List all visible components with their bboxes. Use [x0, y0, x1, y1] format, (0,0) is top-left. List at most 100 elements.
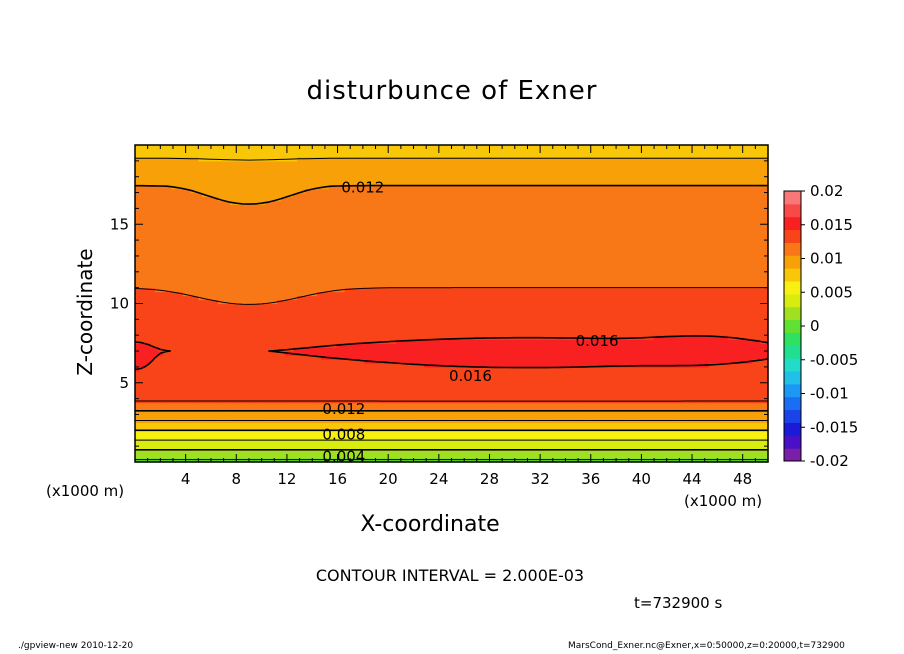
- field-cell: [135, 267, 140, 273]
- field-cell: [245, 331, 251, 336]
- field-cell: [194, 307, 199, 313]
- field-cell: [210, 378, 215, 384]
- field-cell: [186, 295, 191, 301]
- field-cell: [214, 406, 219, 412]
- field-cell: [332, 446, 338, 451]
- field-cell: [340, 358, 346, 364]
- field-cell: [261, 216, 267, 221]
- field-cell: [154, 267, 160, 273]
- field-cell: [309, 446, 314, 451]
- field-cell: [237, 315, 243, 320]
- field-cell: [229, 255, 235, 261]
- field-cell: [340, 200, 346, 206]
- field-cell: [146, 160, 152, 166]
- field-cell: [261, 212, 267, 217]
- field-cell: [233, 156, 239, 162]
- field-cell: [162, 160, 168, 166]
- field-cell: [186, 236, 191, 241]
- field-cell: [229, 335, 235, 340]
- field-cell: [158, 251, 164, 257]
- field-cell: [233, 259, 239, 265]
- field-cell: [135, 168, 140, 174]
- field-cell: [178, 450, 184, 455]
- field-cell: [135, 145, 140, 150]
- field-cell: [214, 366, 219, 372]
- field-cell: [194, 339, 199, 344]
- field-cell: [210, 442, 215, 447]
- field-cell: [170, 176, 176, 182]
- field-cell: [313, 228, 318, 233]
- field-cell: [269, 224, 275, 229]
- field-cell: [162, 311, 168, 316]
- field-cell: [170, 315, 176, 320]
- field-cell: [142, 263, 148, 269]
- field-cell: [364, 362, 370, 368]
- field-cell: [372, 160, 377, 166]
- field-cell: [364, 204, 370, 209]
- field-cell: [344, 240, 350, 245]
- field-cell: [324, 164, 330, 170]
- field-cell: [348, 402, 354, 408]
- field-cell: [146, 152, 152, 158]
- field-cell: [142, 228, 148, 233]
- field-cell: [289, 442, 294, 447]
- field-cell: [229, 204, 235, 209]
- field-cell: [138, 240, 144, 245]
- field-cell: [277, 339, 282, 344]
- field-cell: [301, 339, 306, 344]
- field-cell: [376, 164, 381, 170]
- field-cell: [352, 315, 358, 320]
- field-cell: [336, 275, 342, 281]
- field-cell: [289, 291, 294, 297]
- field-cell: [380, 327, 385, 332]
- field-cell: [324, 458, 330, 463]
- field-cell: [253, 386, 259, 392]
- field-cell: [265, 160, 271, 166]
- field-cell: [182, 410, 188, 416]
- field-cell: [336, 283, 342, 289]
- field-cell: [320, 358, 326, 364]
- field-cell: [249, 355, 255, 360]
- field-cell: [368, 446, 373, 451]
- field-cell: [202, 422, 207, 427]
- field-cell: [206, 216, 211, 221]
- field-cell: [138, 180, 144, 186]
- field-cell: [150, 196, 156, 202]
- field-cell: [142, 386, 148, 392]
- field-cell: [154, 327, 160, 332]
- field-cell: [273, 220, 279, 225]
- field-cell: [324, 188, 330, 194]
- field-cell: [372, 295, 377, 301]
- field-cell: [206, 362, 211, 368]
- field-cell: [281, 386, 286, 392]
- field-cell: [237, 196, 243, 202]
- field-cell: [202, 240, 207, 245]
- field-cell: [277, 275, 282, 281]
- field-cell: [332, 172, 338, 178]
- field-cell: [269, 343, 275, 348]
- field-cell: [285, 220, 290, 225]
- field-cell: [352, 220, 358, 225]
- field-cell: [142, 442, 148, 447]
- field-cell: [356, 291, 362, 297]
- field-cell: [324, 172, 330, 178]
- field-cell: [138, 279, 144, 285]
- field-cell: [245, 248, 251, 253]
- field-cell: [313, 362, 318, 368]
- field-cell: [293, 232, 298, 237]
- field-cell: [194, 370, 199, 376]
- field-cell: [328, 430, 334, 435]
- field-cell: [336, 339, 342, 344]
- field-cell: [324, 434, 330, 439]
- field-cell: [336, 390, 342, 396]
- field-cell: [360, 426, 366, 431]
- field-cell: [210, 212, 215, 217]
- field-cell: [170, 430, 176, 435]
- field-cell: [222, 208, 227, 213]
- field-cell: [166, 180, 172, 186]
- field-cell: [316, 188, 322, 194]
- field-cell: [135, 406, 140, 412]
- field-cell: [206, 303, 211, 309]
- field-cell: [281, 295, 286, 301]
- field-cell: [340, 267, 346, 273]
